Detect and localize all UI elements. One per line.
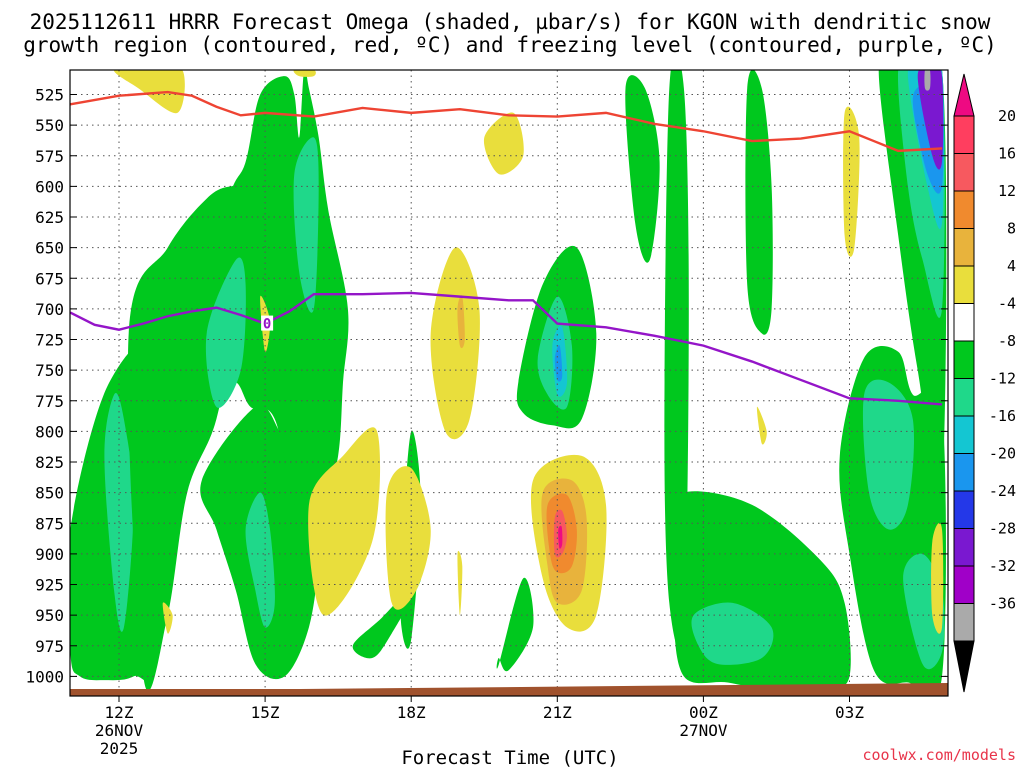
omega-region [457, 295, 465, 349]
x-tick-label: 03Z [835, 703, 864, 722]
omega-region [385, 466, 431, 610]
omega-region [924, 70, 931, 91]
contour-lines: 0 [70, 90, 943, 406]
y-tick-label: 650 [35, 239, 64, 258]
colorbar-label: 20 [998, 107, 1016, 125]
x-axis-label: Forecast Time (UTC) [401, 747, 618, 768]
omega-region [691, 602, 774, 665]
omega-region [104, 393, 134, 632]
omega-region [293, 137, 319, 313]
y-tick-label: 700 [35, 300, 64, 319]
colorbar-bin [953, 303, 975, 342]
chart-title-line-1: 2025112611 HRRR Forecast Omega (shaded, … [30, 10, 991, 34]
y-tick-label: 750 [35, 361, 64, 380]
omega-region [931, 523, 944, 634]
y-tick-label: 575 [35, 147, 64, 166]
omega-region [496, 577, 534, 672]
x-tick-label: 18Z [397, 703, 426, 722]
plot-area: 0 [70, 70, 948, 696]
colorbar-label: -12 [989, 370, 1016, 388]
y-axis: 525 550 575 600 625 650 675 700 725 750 775 800 825 8… [25, 86, 948, 686]
colorbar-top-arrow [953, 73, 975, 117]
x-tick-label: 21Z [543, 703, 572, 722]
colorbar-bin [953, 340, 975, 379]
colorbar-label: -20 [989, 445, 1016, 463]
y-tick-label: 600 [35, 177, 64, 196]
colorbar-bin [953, 153, 975, 192]
grid-lines [70, 70, 948, 696]
colorbar-label: -28 [989, 520, 1016, 538]
colorbar-label: -16 [989, 407, 1016, 425]
x-tick-date: 27NOV [679, 721, 728, 740]
colorbar-label: 4 [1007, 257, 1016, 275]
credit-label: coolwx.com/models [862, 746, 1016, 764]
omega-shading [70, 70, 947, 696]
colorbar-label: -36 [989, 595, 1016, 613]
y-tick-label: 725 [35, 331, 64, 350]
colorbar-bin [953, 265, 975, 304]
colorbar-bin [953, 453, 975, 492]
colorbar-label: -8 [998, 332, 1016, 350]
colorbar-label: -24 [989, 482, 1016, 500]
y-tick-label: 875 [35, 514, 64, 533]
y-tick-label: 925 [35, 576, 64, 595]
x-tick-date: 26NOV [95, 721, 144, 740]
omega-region [558, 525, 563, 549]
colorbar-label: -4 [998, 295, 1016, 313]
y-tick-label: 825 [35, 453, 64, 472]
omega-region [245, 492, 275, 628]
colorbar-bottom-arrow [953, 640, 975, 693]
omega-region [917, 70, 944, 170]
omega-region [745, 70, 773, 335]
colorbar-label: -32 [989, 557, 1016, 575]
y-tick-label: 950 [35, 606, 64, 625]
omega-region [756, 406, 767, 445]
x-tick-label: 00Z [689, 703, 718, 722]
omega-region [162, 602, 173, 634]
x-tick-year: 2025 [100, 739, 139, 758]
x-tick-label: 15Z [251, 703, 280, 722]
y-tick-label: 800 [35, 422, 64, 441]
colorbar-bin [953, 415, 975, 454]
colorbar-label: 12 [998, 182, 1016, 200]
colorbar-bin [953, 378, 975, 417]
y-tick-label: 550 [35, 116, 64, 135]
colorbar-label: 16 [998, 145, 1016, 163]
colorbar-bin [953, 528, 975, 567]
colorbar-bin [953, 603, 975, 642]
freezing-level-label: 0 [263, 317, 271, 333]
omega-region [308, 427, 381, 616]
y-tick-label: 625 [35, 208, 64, 227]
y-tick-label: 675 [35, 269, 64, 288]
omega-region [457, 550, 463, 616]
freezing-level-label-background [261, 315, 274, 331]
colorbar-label: 8 [1007, 220, 1016, 238]
y-tick-label: 1000 [25, 667, 64, 686]
y-tick-label: 850 [35, 484, 64, 503]
y-tick-label: 525 [35, 86, 64, 105]
colorbar: 20 16 12 8 4 -4 -8 -12 -16 -20 -24 -28 -32 -36 [953, 73, 1016, 693]
colorbar-bin [953, 115, 975, 154]
plot-frame [69, 69, 949, 697]
y-tick-label: 775 [35, 392, 64, 411]
y-tick-label: 975 [35, 637, 64, 656]
colorbar-bin [953, 565, 975, 604]
omega-region [483, 112, 524, 175]
colorbar-bin [953, 190, 975, 229]
omega-region [554, 345, 563, 382]
x-tick-label: 12Z [105, 703, 134, 722]
colorbar-bin [953, 228, 975, 267]
omega-region [114, 70, 185, 113]
y-tick-label: 900 [35, 545, 64, 564]
omega-region [843, 106, 860, 257]
omega-region [293, 70, 316, 77]
chart-title-line-2: growth region (contoured, red, ºC) and f… [23, 33, 997, 57]
colorbar-bin [953, 490, 975, 529]
freezing-level-line [70, 291, 943, 406]
ground-terrain [70, 683, 948, 696]
dgz-contour-line [70, 90, 943, 153]
